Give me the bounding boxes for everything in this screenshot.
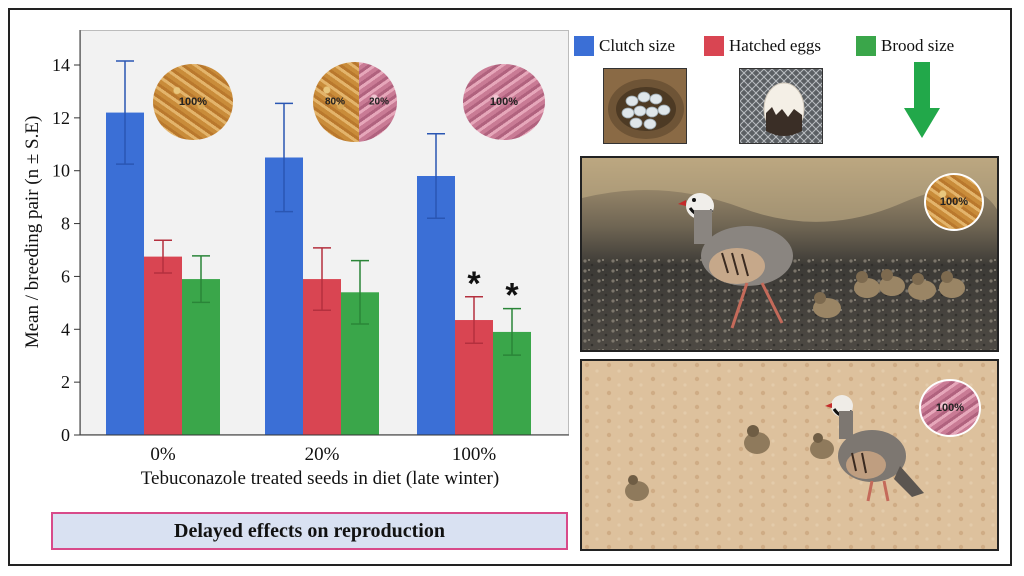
hatched-egg-image [739,68,823,144]
diet-icon-pink: 100% [463,64,545,140]
photo-badge-label: 100% [935,402,965,414]
diet-icon-mixed: 80% 20% [313,62,397,142]
legend-label: Hatched eggs [729,36,822,55]
x-tick-label: 20% [305,444,340,465]
y-tick-label: 12 [52,108,70,128]
partridge-scene-1 [582,158,997,350]
y-tick-label: 10 [52,161,70,181]
diet-icon-left-label: 80% [325,96,346,108]
bar [417,176,455,435]
bar [182,279,220,435]
caption-box: Delayed effects on reproduction [51,512,568,550]
legend-item-clutch: Clutch size [574,36,675,56]
partridge-chicks-photo-2: 100% [580,359,999,551]
y-tick-label: 6 [61,266,70,286]
legend-label: Brood size [881,36,955,55]
legend-swatch [856,36,876,56]
y-tick-label: 8 [61,214,70,234]
significance-mark: * [467,265,481,303]
diet-icon-right-label: 20% [369,96,390,108]
legend-item-hatched: Hatched eggs [704,36,821,56]
y-tick-label: 0 [61,425,70,445]
photo-badge-label: 100% [939,196,969,208]
y-tick-label: 4 [61,319,70,339]
significance-mark: * [505,277,519,315]
y-axis-title: Mean / breeding pair (n ± S.E) [22,116,43,349]
hatched-egg-icon [740,69,822,143]
bar [106,112,144,436]
bar [144,256,182,435]
legend-item-brood: Brood size [856,36,954,56]
diet-icon-label: 100% [178,96,208,108]
x-tick-label: 100% [452,444,497,465]
y-tick-label: 2 [61,372,70,392]
legend-swatch [704,36,724,56]
partridge-chicks-photo-1: 100% [580,156,999,352]
legend-swatch [574,36,594,56]
photo-badge-wheat: 100% [924,173,984,231]
nest-eggs-image [603,68,687,144]
photo-badge-pink: 100% [919,379,981,437]
y-tick-label: 14 [52,55,70,75]
diet-icon-label: 100% [489,96,519,108]
x-axis-title: Tebuconazole treated seeds in diet (late… [141,468,499,489]
arrow-down-icon [904,62,940,138]
diet-icon-wheat: 100% [153,64,233,140]
x-tick-label: 0% [150,444,176,465]
nest-eggs-icon [608,79,684,139]
legend-label: Clutch size [599,36,676,55]
caption-text: Delayed effects on reproduction [174,519,445,542]
